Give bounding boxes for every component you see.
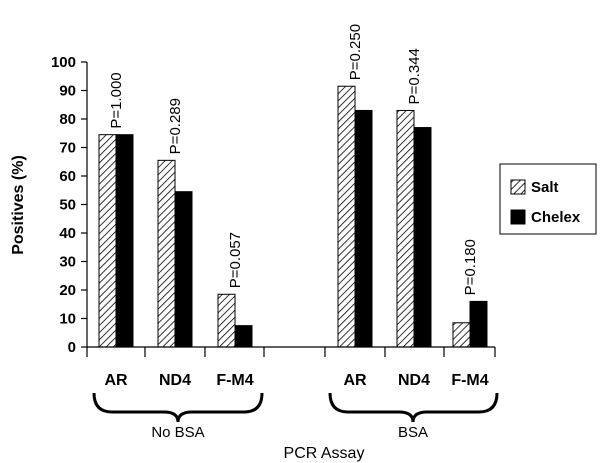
p-value-labels: P=1.000 P=0.289 P=0.057 P=0.250 P=0.344 P=0.1… bbox=[108, 24, 479, 295]
legend-swatch-chelex bbox=[510, 209, 526, 225]
y-tick-label: 70 bbox=[59, 140, 76, 157]
x-category-label: F-M4 bbox=[216, 372, 253, 389]
group-braces: No BSA BSA bbox=[92, 392, 499, 441]
p-value-label: P=0.057 bbox=[227, 232, 244, 288]
bars bbox=[98, 85, 488, 348]
legend-label-salt: Salt bbox=[531, 179, 559, 196]
bar-salt-f-m4-no-bsa bbox=[217, 293, 236, 348]
p-value-label: P=0.180 bbox=[462, 239, 479, 295]
x-category-label: AR bbox=[343, 372, 367, 389]
y-axis-title: Positives (%) bbox=[10, 155, 27, 255]
y-tick-label: 80 bbox=[59, 111, 76, 128]
x-axis-categories: AR ND4 F-M4 AR ND4 F-M4 bbox=[86, 346, 496, 389]
group-brace bbox=[328, 392, 499, 423]
p-value-label: P=0.250 bbox=[347, 24, 364, 80]
bar-chelex-f-m4-no-bsa bbox=[234, 325, 253, 348]
group-brace bbox=[92, 392, 264, 423]
bar-chelex-nd4-bsa bbox=[413, 127, 432, 348]
x-category-label: F-M4 bbox=[451, 372, 488, 389]
y-tick-label: 100 bbox=[51, 54, 76, 71]
y-tick-label: 90 bbox=[59, 83, 76, 100]
y-tick-label: 10 bbox=[59, 311, 76, 328]
y-tick-label: 50 bbox=[59, 197, 76, 214]
p-value-label: P=0.289 bbox=[167, 98, 184, 154]
y-tick-label: 60 bbox=[59, 168, 76, 185]
bar-salt-f-m4-bsa bbox=[452, 322, 471, 348]
x-category-label: ND4 bbox=[398, 372, 430, 389]
legend-label-chelex: Chelex bbox=[531, 209, 581, 226]
bar-chelex-nd4-no-bsa bbox=[174, 191, 193, 348]
bar-salt-ar-no-bsa bbox=[98, 134, 117, 348]
bar-chelex-ar-no-bsa bbox=[115, 134, 134, 348]
p-value-label: P=1.000 bbox=[108, 72, 125, 128]
x-category-label: ND4 bbox=[159, 372, 191, 389]
legend: Salt Chelex bbox=[499, 163, 597, 235]
group-label: No BSA bbox=[151, 424, 204, 441]
y-tick-label: 40 bbox=[59, 225, 76, 242]
bar-salt-ar-bsa bbox=[337, 85, 356, 348]
bar-chelex-f-m4-bsa bbox=[469, 300, 488, 348]
y-tick-label: 0 bbox=[68, 339, 76, 356]
x-category-label: AR bbox=[104, 372, 128, 389]
group-label: BSA bbox=[398, 424, 428, 441]
bar-salt-nd4-no-bsa bbox=[157, 159, 176, 348]
y-axis: 0 10 20 30 40 50 60 70 80 90 100 bbox=[51, 54, 88, 356]
bar-salt-nd4-bsa bbox=[396, 109, 415, 348]
legend-swatch-salt bbox=[510, 179, 526, 195]
p-value-label: P=0.344 bbox=[406, 48, 423, 104]
y-tick-label: 30 bbox=[59, 254, 76, 271]
bar-chelex-ar-bsa bbox=[354, 109, 373, 348]
y-tick-label: 20 bbox=[59, 282, 76, 299]
x-axis-title: PCR Assay bbox=[284, 445, 365, 462]
